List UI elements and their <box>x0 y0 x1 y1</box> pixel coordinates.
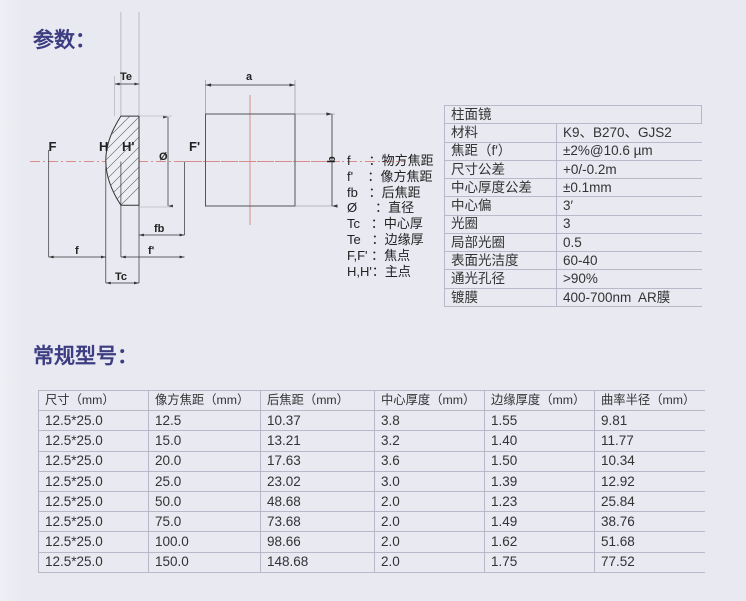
svg-text:f': f' <box>148 245 155 257</box>
svg-text:F': F' <box>189 139 200 154</box>
svg-text:Tc: Tc <box>115 271 127 283</box>
svg-text:b: b <box>326 156 338 163</box>
svg-text:Ø: Ø <box>159 151 168 163</box>
svg-text:fb: fb <box>154 223 165 235</box>
svg-text:a: a <box>246 71 253 83</box>
svg-text:H: H <box>99 139 108 154</box>
svg-text:f: f <box>75 245 79 257</box>
svg-text:Te: Te <box>120 71 132 83</box>
svg-text:H': H' <box>122 139 134 154</box>
svg-text:F: F <box>49 139 57 154</box>
